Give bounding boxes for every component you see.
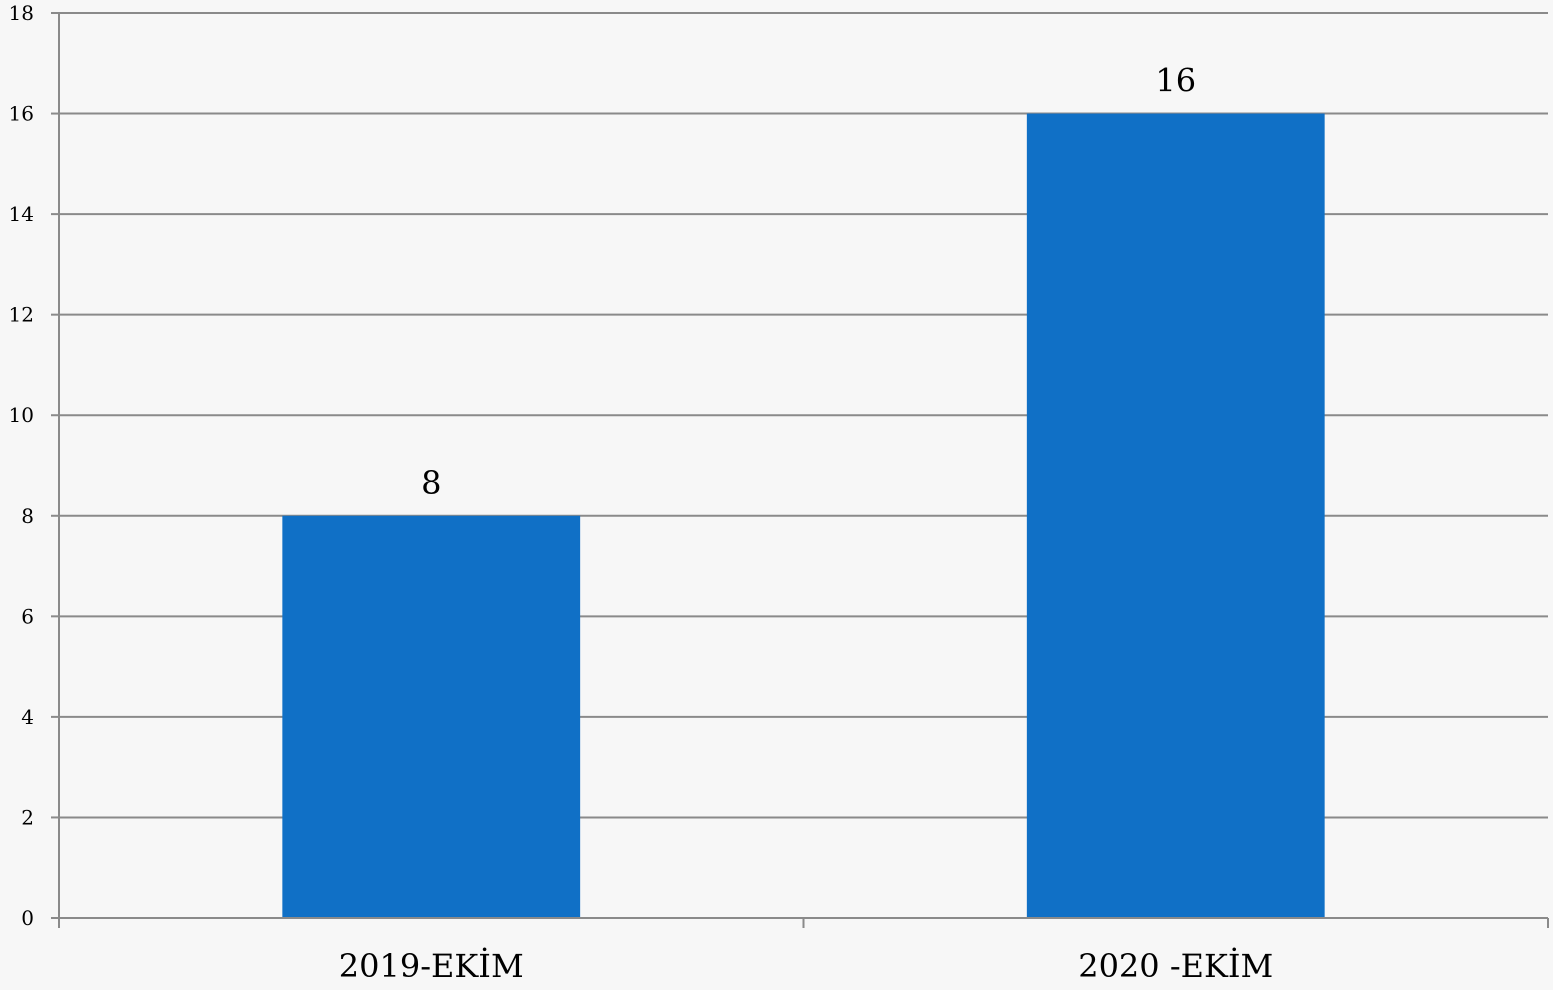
- y-tick-label: 14: [9, 202, 34, 226]
- data-label: 16: [1155, 62, 1196, 100]
- y-tick-label: 12: [9, 303, 34, 327]
- y-tick-label: 4: [21, 705, 34, 729]
- data-label: 8: [421, 464, 441, 502]
- y-tick-label: 6: [21, 604, 34, 628]
- x-category-label: 2019-EKİM: [339, 947, 524, 985]
- bar[interactable]: [1026, 113, 1325, 919]
- y-tick-label: 16: [9, 102, 34, 126]
- x-category-label: 2020 -EKİM: [1078, 947, 1273, 985]
- y-tick-label: 10: [9, 403, 34, 427]
- y-tick-label: 0: [21, 906, 34, 930]
- y-tick-label: 18: [9, 1, 34, 25]
- y-tick-label: 8: [21, 504, 34, 528]
- bar[interactable]: [282, 515, 581, 918]
- y-tick-label: 2: [21, 805, 34, 829]
